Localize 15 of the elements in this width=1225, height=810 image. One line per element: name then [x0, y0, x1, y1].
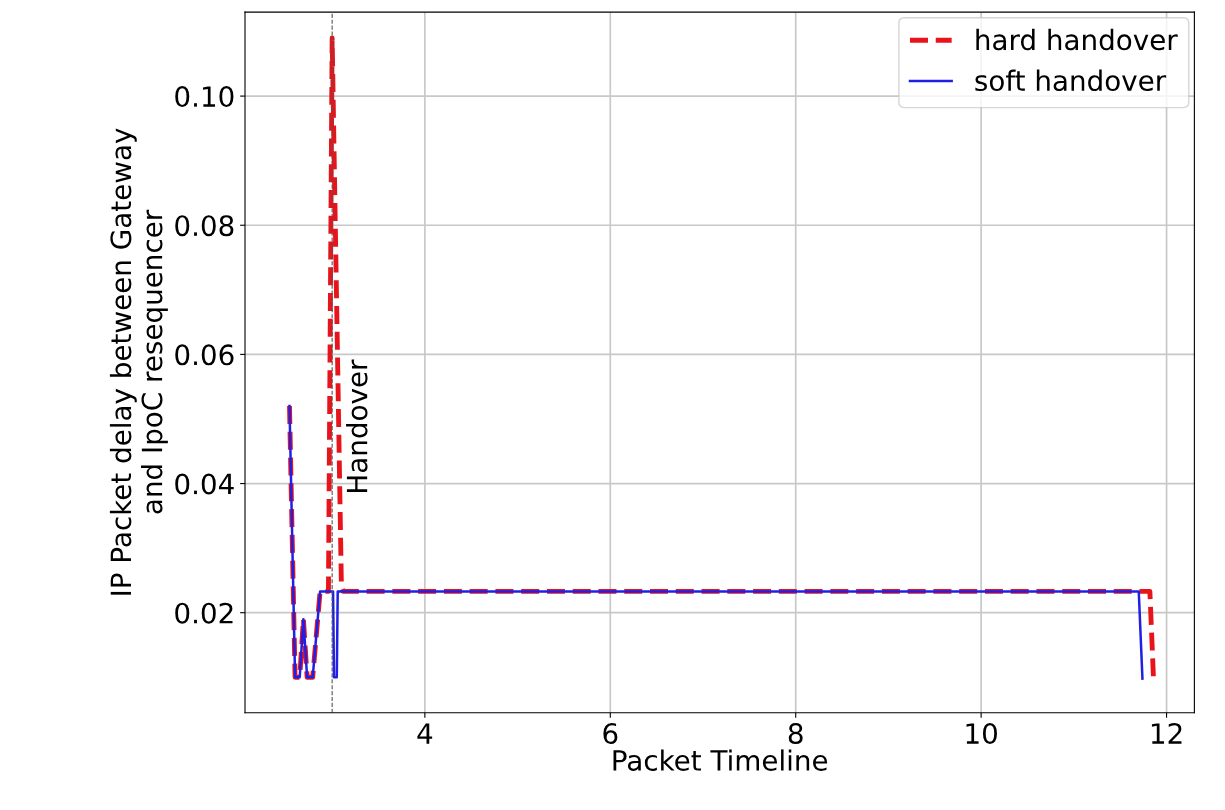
y-tick-label: 0.04	[175, 473, 234, 495]
x-axis-title: Packet Timeline	[613, 749, 828, 771]
x-tick-label: 8	[788, 723, 803, 745]
ref-line-label: Handover	[346, 359, 368, 492]
x-tick-label: 4	[417, 723, 433, 744]
y-axis-title: IP Packet delay between Gateway and IpoC resequencer	[109, 128, 168, 595]
y-tick-label: 0.06	[175, 344, 234, 366]
y-tick-label: 0.08	[175, 215, 234, 237]
y-tick-label: 0.10	[175, 86, 234, 108]
x-tick-label: 12	[1151, 723, 1182, 744]
y-tick-label: 0.02	[175, 602, 233, 624]
x-tick-label: 6	[603, 723, 618, 745]
legend-label: soft handover	[975, 69, 1167, 92]
legend-label: hard handover	[976, 28, 1178, 51]
x-tick-label: 10	[966, 723, 997, 745]
